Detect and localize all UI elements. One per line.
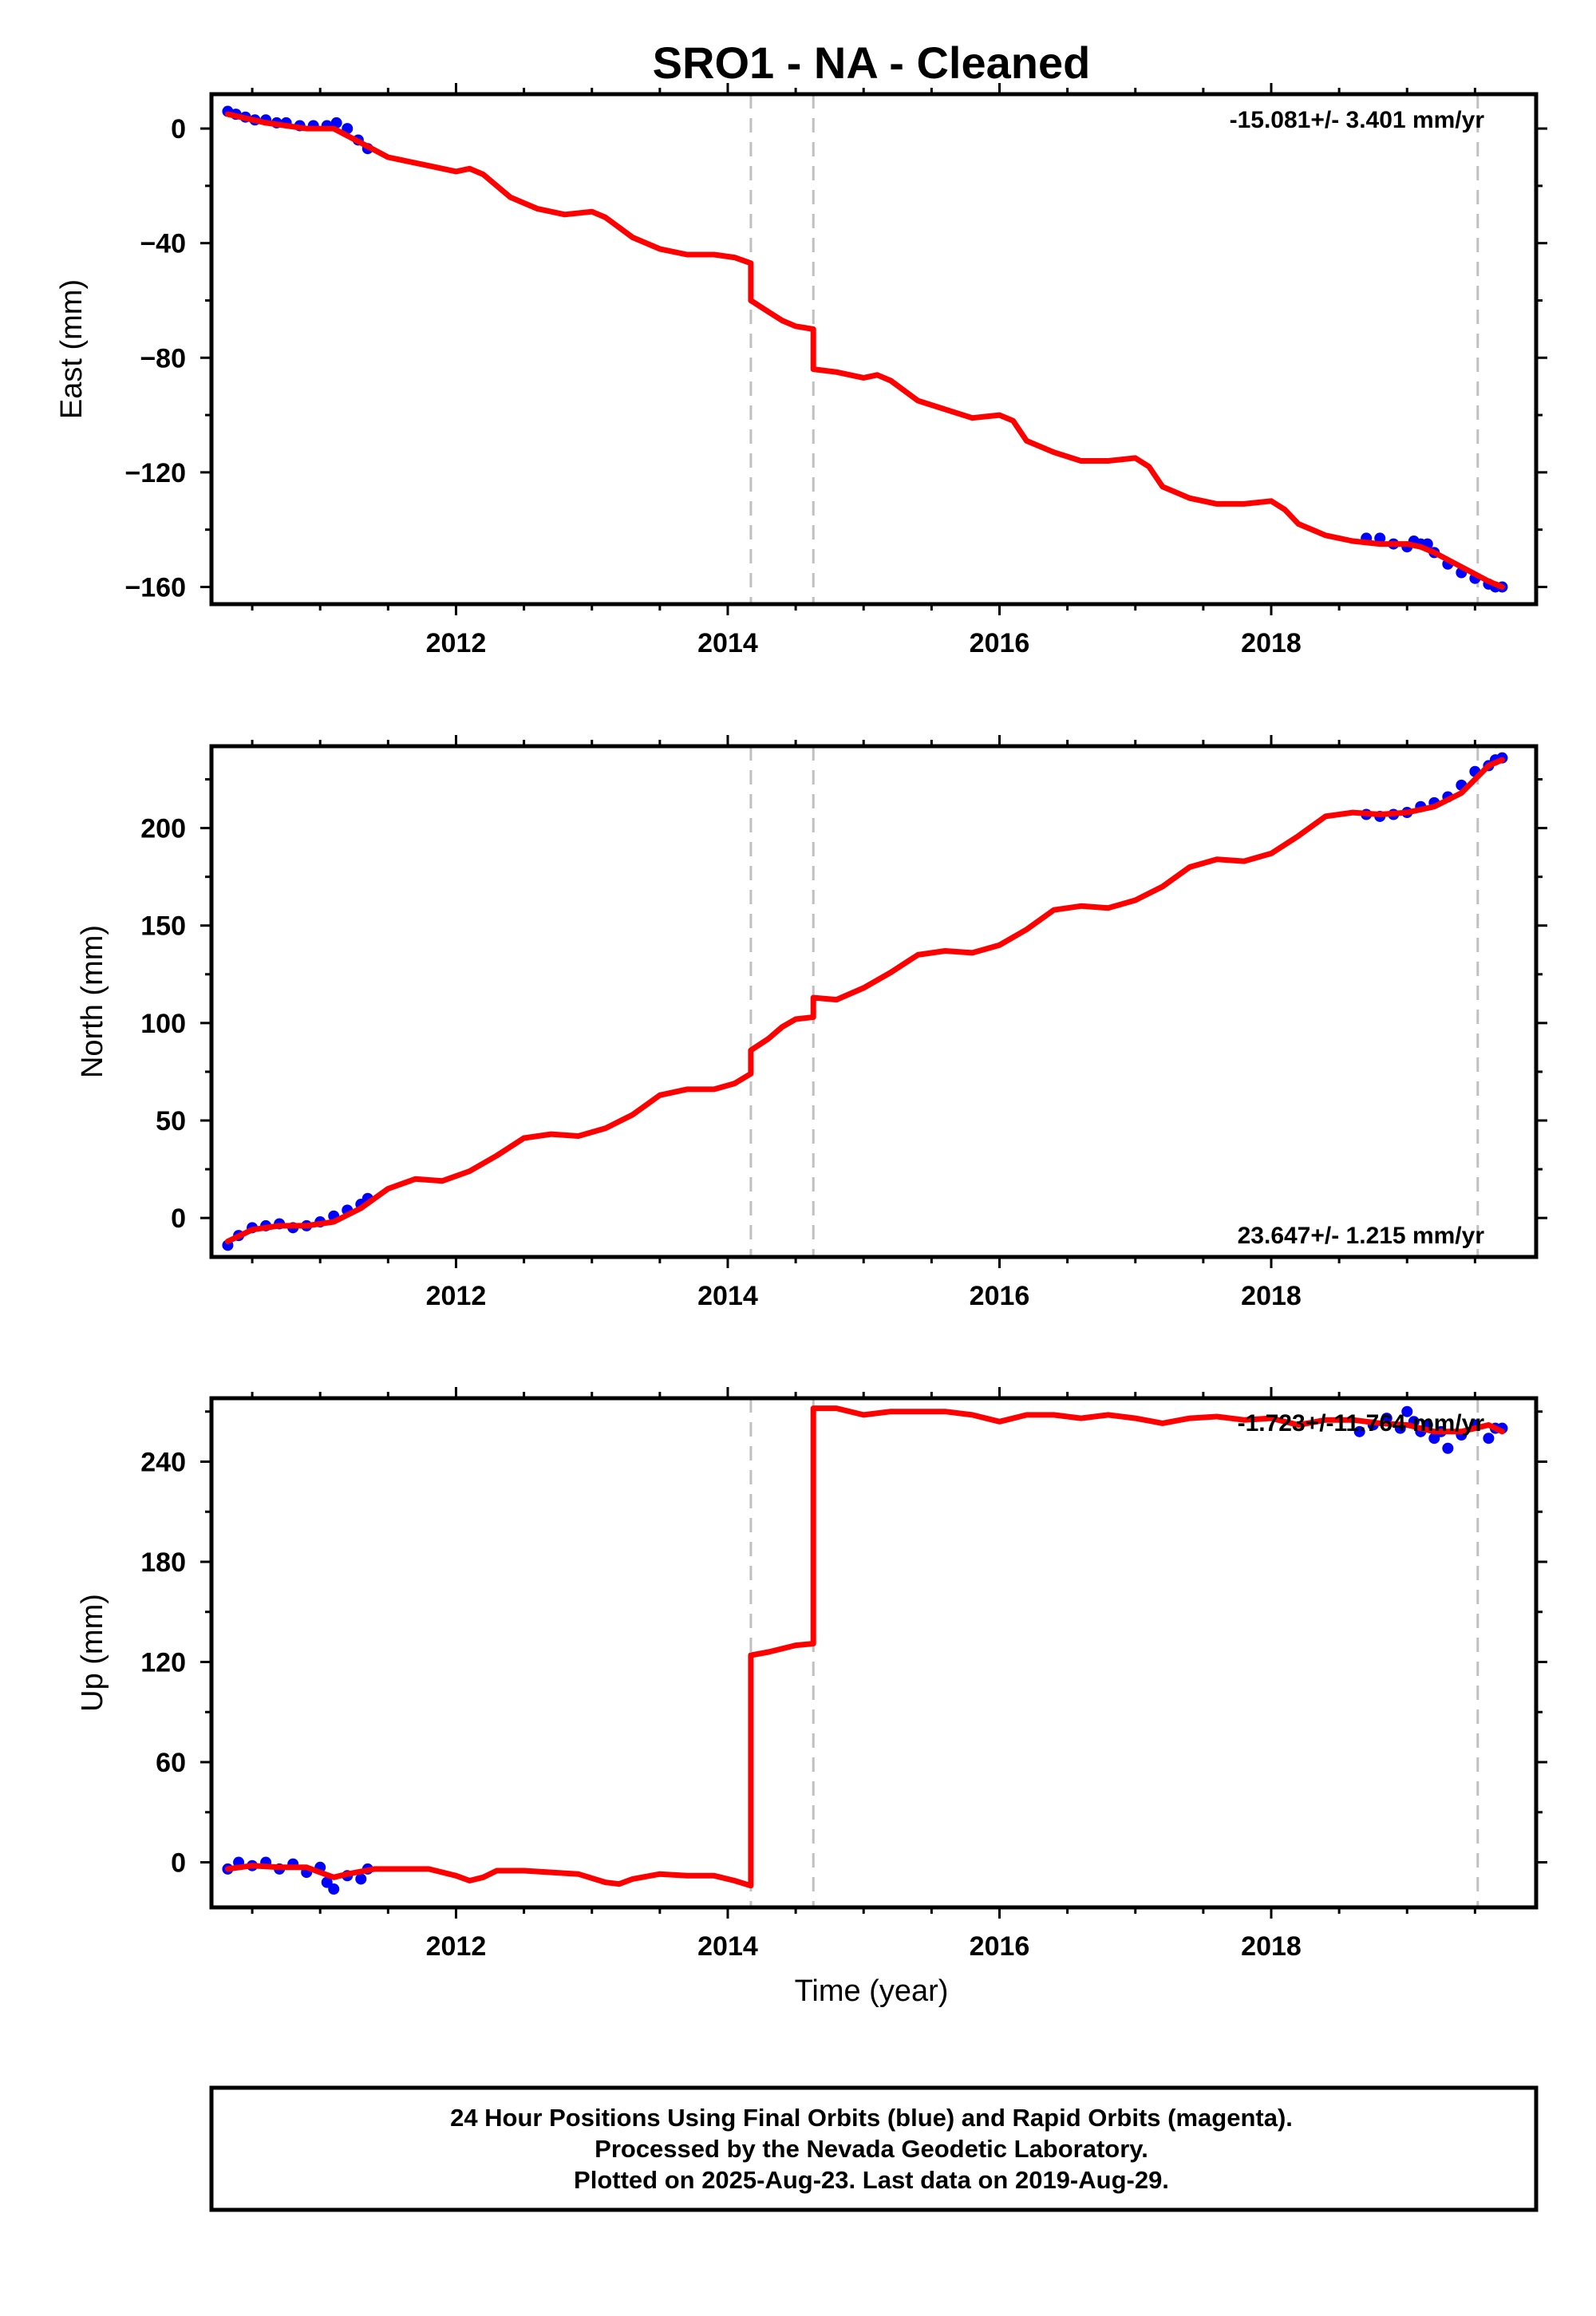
east-y-axis-label: East (mm) bbox=[55, 279, 89, 419]
up-x-tick-label: 2018 bbox=[1241, 1931, 1302, 1962]
east-y-tick-label: −40 bbox=[140, 229, 186, 259]
up-y-tick-label: 180 bbox=[140, 1547, 186, 1578]
east-data-point bbox=[330, 117, 342, 128]
east-y-tick-label: −160 bbox=[124, 572, 186, 603]
north-panel: 2012 2014 2016 2018 0 50 100 150 200 North (mm) 23… bbox=[76, 735, 1547, 1311]
up-panel: 2012 2014 2016 2018 0 60 120 180 240 Up (mm) -1.72… bbox=[76, 1387, 1547, 1962]
east-model-line bbox=[224, 111, 1505, 590]
up-data-point bbox=[1353, 1425, 1365, 1437]
x-axis-label: Time (year) bbox=[795, 1974, 949, 2008]
up-data-point bbox=[1401, 1405, 1413, 1417]
up-data-point bbox=[328, 1883, 340, 1895]
north-y-tick-label: 200 bbox=[140, 814, 186, 844]
east-panel: 2012 2014 2016 2018 0 −40 −80 −120 −160 East (mm)… bbox=[55, 83, 1547, 658]
footer-box: 24 Hour Positions Using Final Orbits (bl… bbox=[209, 2085, 1539, 2212]
up-x-tick-label: 2016 bbox=[970, 1931, 1030, 1962]
east-y-tick-label: −120 bbox=[124, 458, 186, 488]
north-y-tick-label: 100 bbox=[140, 1009, 186, 1039]
east-plot-frame bbox=[209, 92, 1539, 607]
east-y-tick-label: −80 bbox=[140, 343, 186, 373]
up-y-tick-label: 0 bbox=[171, 1848, 186, 1879]
footer-line-3: Plotted on 2025-Aug-23. Last data on 201… bbox=[574, 2166, 1169, 2194]
up-x-tick-label: 2012 bbox=[426, 1931, 487, 1962]
footer-line-2: Processed by the Nevada Geodetic Laborat… bbox=[595, 2135, 1148, 2163]
east-x-tick-label: 2014 bbox=[697, 628, 758, 658]
up-y-tick-label: 240 bbox=[140, 1447, 186, 1477]
up-y-tick-label: 120 bbox=[140, 1648, 186, 1678]
north-y-tick-label: 50 bbox=[156, 1106, 186, 1136]
up-y-axis-label: Up (mm) bbox=[76, 1594, 109, 1712]
plot-panels: 2012 2014 2016 2018 0 −40 −80 −120 −160 East (mm)… bbox=[55, 83, 1547, 1962]
north-y-axis-label: North (mm) bbox=[76, 925, 109, 1078]
up-model-line bbox=[224, 1405, 1505, 1889]
up-data-point bbox=[355, 1873, 367, 1885]
north-y-tick-label: 150 bbox=[140, 911, 186, 942]
north-model-line bbox=[224, 757, 1505, 1244]
east-x-tick-label: 2012 bbox=[426, 628, 487, 658]
north-x-tick-label: 2012 bbox=[426, 1281, 487, 1311]
up-plot-frame bbox=[209, 1396, 1539, 1910]
footer-line-1: 24 Hour Positions Using Final Orbits (bl… bbox=[450, 2104, 1293, 2132]
chart-title: SRO1 - NA - Cleaned bbox=[653, 38, 1091, 88]
north-x-tick-label: 2014 bbox=[697, 1281, 758, 1311]
up-data-point bbox=[1483, 1433, 1495, 1445]
east-y-tick-label: 0 bbox=[171, 114, 186, 144]
east-x-tick-label: 2018 bbox=[1241, 628, 1302, 658]
north-rate-label: 23.647+/- 1.215 mm/yr bbox=[1238, 1223, 1485, 1249]
up-x-tick-label: 2014 bbox=[697, 1931, 758, 1962]
north-x-tick-label: 2018 bbox=[1241, 1281, 1302, 1311]
up-rate-label: -1.723+/-11.764 mm/yr bbox=[1238, 1410, 1485, 1437]
north-x-tick-label: 2016 bbox=[970, 1281, 1030, 1311]
up-data-point bbox=[1442, 1442, 1454, 1454]
north-plot-frame bbox=[209, 744, 1539, 1259]
up-y-tick-label: 60 bbox=[156, 1748, 186, 1778]
east-x-tick-label: 2016 bbox=[970, 628, 1030, 658]
north-y-tick-label: 0 bbox=[171, 1203, 186, 1234]
east-rate-label: -15.081+/- 3.401 mm/yr bbox=[1230, 107, 1485, 133]
